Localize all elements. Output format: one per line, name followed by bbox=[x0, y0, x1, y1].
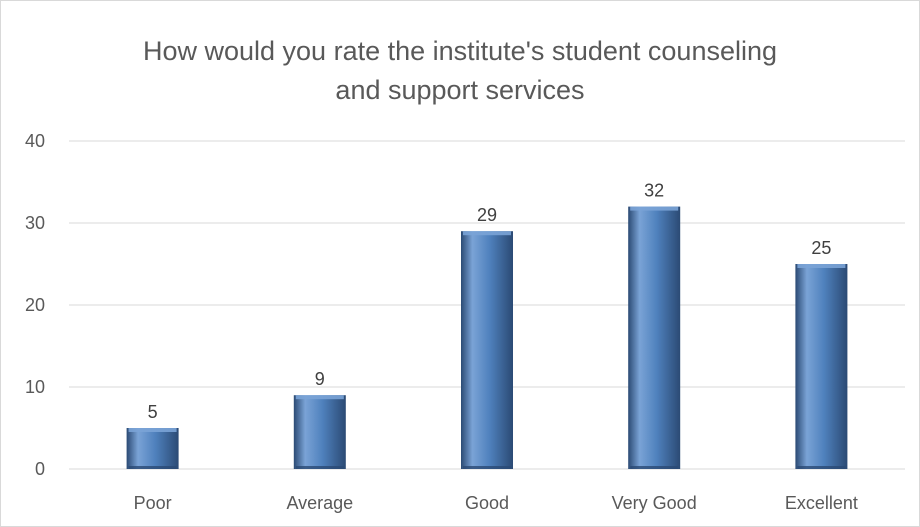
x-tick-label: Good bbox=[465, 493, 509, 513]
bar bbox=[795, 264, 848, 469]
x-tick-label: Excellent bbox=[785, 493, 858, 513]
bar-bevel-top bbox=[295, 395, 344, 400]
bar bbox=[126, 428, 179, 469]
data-labels: 5 9 29 32 25 bbox=[148, 181, 832, 422]
bar-poor bbox=[126, 428, 179, 469]
bar-bevel-bottom bbox=[463, 466, 511, 469]
y-tick-label: 0 bbox=[35, 459, 45, 479]
bar-average bbox=[293, 395, 346, 469]
y-axis-ticks: 0 10 20 30 40 bbox=[25, 131, 45, 479]
bars bbox=[126, 206, 848, 469]
chart-title-line-1: How would you rate the institute's stude… bbox=[143, 36, 777, 66]
bar-bevel-bottom bbox=[797, 466, 846, 469]
x-tick-label: Average bbox=[286, 493, 353, 513]
data-label: 5 bbox=[148, 402, 158, 422]
x-tick-label: Poor bbox=[134, 493, 172, 513]
bar-bevel-top bbox=[630, 206, 679, 211]
bar-bevel-bottom bbox=[630, 466, 679, 469]
x-axis-ticks: Poor Average Good Very Good Excellent bbox=[134, 493, 858, 513]
bar-good bbox=[461, 231, 513, 469]
bar-very-good bbox=[628, 206, 681, 469]
y-tick-label: 40 bbox=[25, 131, 45, 151]
bar-bevel-top bbox=[128, 428, 177, 432]
bar bbox=[461, 231, 513, 469]
y-tick-label: 30 bbox=[25, 213, 45, 233]
data-label: 29 bbox=[477, 205, 497, 225]
bar-bevel-bottom bbox=[128, 466, 177, 469]
bar bbox=[628, 206, 681, 469]
bar-excellent bbox=[795, 264, 848, 469]
x-tick-label: Very Good bbox=[612, 493, 697, 513]
bar bbox=[293, 395, 346, 469]
bar-bevel-bottom bbox=[295, 466, 344, 469]
data-label: 32 bbox=[644, 181, 664, 201]
chart-title-line-2: and support services bbox=[335, 75, 584, 105]
bar-bevel-top bbox=[463, 231, 511, 236]
y-tick-label: 20 bbox=[25, 295, 45, 315]
data-label: 9 bbox=[315, 369, 325, 389]
bar-bevel-top bbox=[797, 264, 846, 268]
data-label: 25 bbox=[811, 238, 831, 258]
y-tick-label: 10 bbox=[25, 377, 45, 397]
